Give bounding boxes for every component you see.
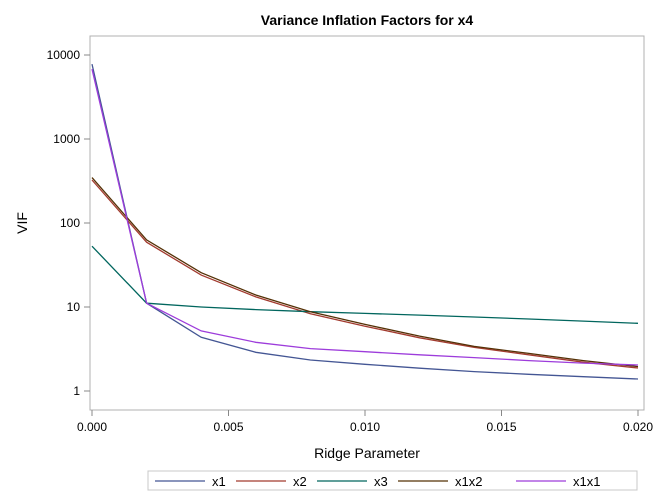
y-axis: 1 10 100 1000 10000	[47, 48, 90, 398]
x-axis: 0.000 0.005 0.010 0.015 0.020	[77, 410, 653, 434]
series-line-x1	[91, 63, 639, 380]
y-tick-label: 1000	[53, 132, 80, 146]
x-tick-label: 0.010	[350, 420, 380, 434]
series-line-x2	[91, 179, 639, 369]
legend-items: x1 x2 x3 x1x2 x1x1	[155, 474, 600, 489]
x-tick-label: 0.020	[623, 420, 653, 434]
legend-label-x2: x2	[293, 474, 307, 489]
y-tick-label: 10	[67, 300, 81, 314]
legend-label-x3: x3	[374, 474, 388, 489]
x-axis-label: Ridge Parameter	[314, 445, 420, 461]
y-axis-label: VIF	[14, 212, 30, 234]
y-tick-label: 1	[73, 384, 80, 398]
y-tick-label: 10000	[47, 48, 81, 62]
y-tick-label: 100	[60, 216, 80, 230]
series-lines	[91, 63, 639, 380]
legend-label-x1x1: x1x1	[573, 474, 600, 489]
chart-title: Variance Inflation Factors for x4	[261, 12, 474, 28]
x-tick-label: 0.015	[486, 420, 516, 434]
legend-label-x1: x1	[212, 474, 226, 489]
legend-label-x1x2: x1x2	[455, 474, 482, 489]
x-tick-label: 0.000	[77, 420, 107, 434]
legend	[147, 470, 638, 491]
plot-frame	[89, 35, 645, 411]
series-line-x3	[91, 245, 639, 324]
series-line-x1x2	[91, 177, 639, 368]
x-tick-label: 0.005	[213, 420, 243, 434]
series-line-x1x1	[91, 68, 639, 366]
